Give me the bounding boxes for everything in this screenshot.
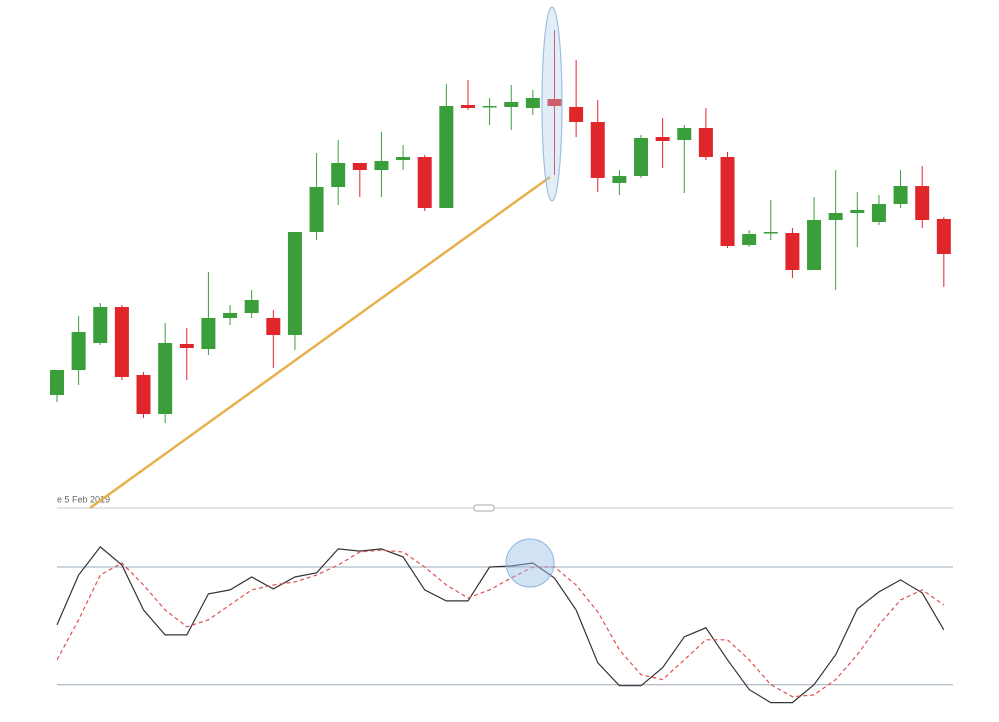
candle-body — [287, 232, 302, 335]
candle-body — [742, 234, 757, 245]
candle-body — [244, 300, 259, 313]
candle-body — [460, 105, 475, 108]
candle-body — [612, 176, 627, 183]
candle-body — [93, 307, 108, 343]
candle-body — [158, 343, 173, 414]
candle-body — [266, 318, 281, 335]
candle-body — [439, 106, 454, 208]
candle-body — [915, 186, 930, 220]
candle-body — [807, 220, 822, 270]
candle-body — [590, 122, 605, 178]
highlight-circle — [505, 538, 555, 588]
candle-body — [677, 128, 692, 140]
oscillator — [56, 546, 953, 704]
candle-body — [763, 232, 778, 234]
candle-body — [720, 157, 735, 246]
candle-body — [396, 157, 411, 160]
candle-body — [50, 370, 64, 395]
highlight-ellipse — [541, 6, 563, 202]
candle-body — [634, 138, 649, 176]
candle-body — [504, 102, 519, 107]
candle-body — [655, 137, 670, 141]
candle-body — [136, 375, 151, 414]
oscillator-line — [56, 549, 945, 698]
candle-body — [417, 157, 432, 208]
candle-body — [352, 163, 367, 170]
candle-body — [893, 186, 908, 204]
candle-body — [547, 99, 562, 106]
candle-body — [201, 318, 216, 349]
candle-body — [850, 210, 865, 213]
candle-body — [179, 344, 194, 348]
candle-body — [331, 163, 346, 187]
candle-body — [936, 219, 951, 254]
oscillator-line — [56, 546, 945, 704]
candle-body — [114, 307, 129, 377]
candle-body — [374, 161, 389, 170]
trend-line — [89, 175, 551, 510]
candle-body — [785, 233, 800, 270]
candles — [50, 30, 951, 423]
candle-body — [482, 106, 497, 108]
candle-body — [569, 107, 584, 122]
candle-body — [71, 332, 86, 370]
candle-body — [871, 204, 886, 222]
candle-body — [223, 313, 238, 318]
candle-body — [698, 128, 713, 157]
candle-body — [525, 98, 540, 108]
candle-body — [828, 213, 843, 220]
resize-handle[interactable] — [473, 504, 495, 512]
date-label: e 5 Feb 2019 — [57, 494, 110, 504]
candle-body — [309, 187, 324, 232]
